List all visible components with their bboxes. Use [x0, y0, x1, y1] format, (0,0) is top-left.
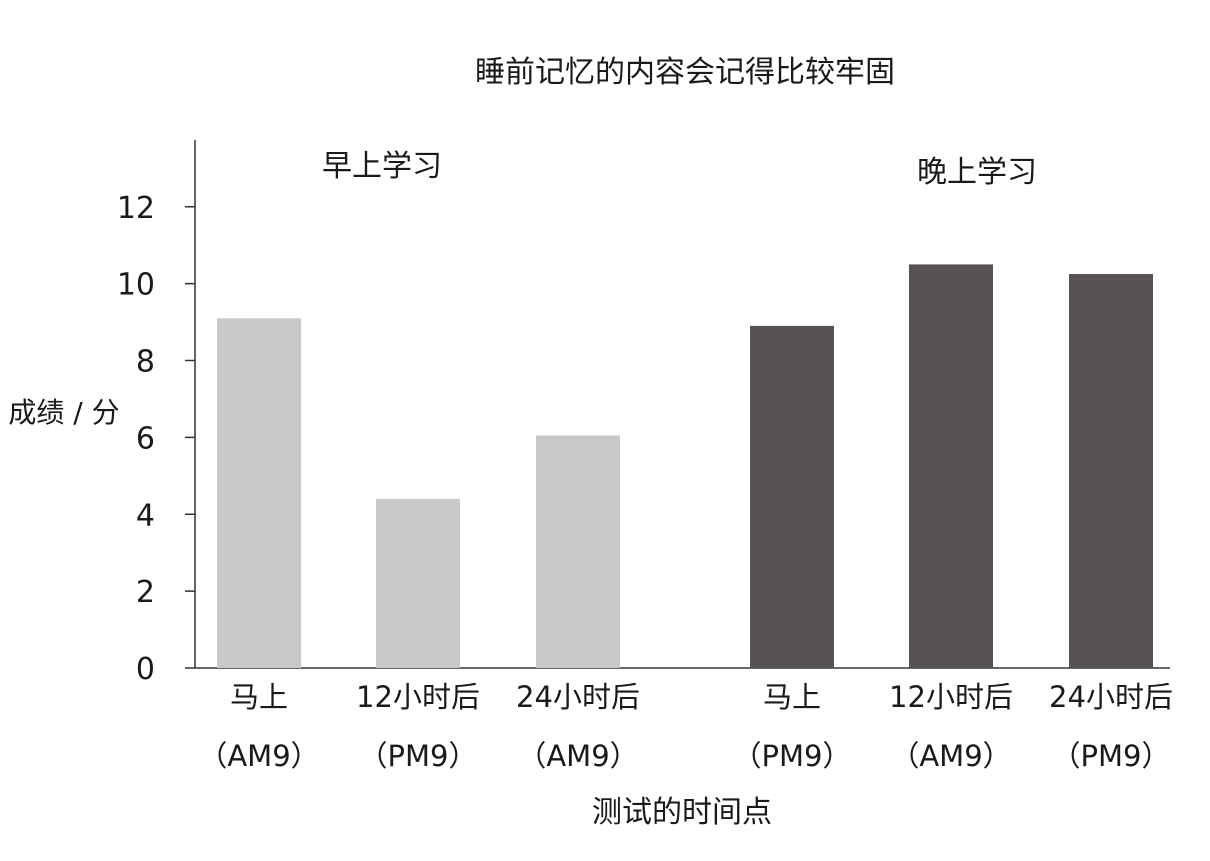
y-tick-label: 10	[117, 268, 155, 303]
x-tick-sublabel: （PM9）	[359, 739, 478, 773]
x-tick-label: 马上	[763, 680, 821, 714]
bar	[1069, 274, 1153, 668]
x-tick-sublabel: （AM9）	[890, 739, 1011, 773]
y-tick-label: 2	[136, 575, 155, 610]
y-tick-label: 12	[117, 191, 155, 226]
x-tick-label: 24小时后	[516, 680, 640, 714]
x-axis-label: 测试的时间点	[592, 795, 772, 830]
x-tick-sublabel: （PM9）	[1052, 739, 1171, 773]
x-tick-label: 马上	[230, 680, 288, 714]
bar	[750, 325, 834, 668]
y-tick-label: 4	[136, 498, 155, 533]
y-tick-label: 6	[136, 421, 155, 456]
bar	[376, 498, 460, 668]
x-tick-sublabel: （PM9）	[733, 739, 852, 773]
group-label-morning: 早上学习	[322, 149, 442, 184]
axes: 0 2 4 6 8 10 12	[117, 140, 1170, 687]
x-tick-label: 12小时后	[356, 680, 480, 714]
bars	[217, 264, 1153, 668]
y-tick-label: 8	[136, 345, 155, 380]
x-tick-sublabel: （AM9）	[198, 739, 319, 773]
chart-title: 睡前记忆的内容会记得比较牢固	[475, 55, 895, 90]
bar	[909, 264, 993, 668]
y-axis-label: 成绩 / 分	[8, 396, 119, 429]
x-tick-label: 12小时后	[889, 680, 1013, 714]
group-label-evening: 晚上学习	[917, 155, 1037, 190]
category-labels: 马上 （AM9） 12小时后 （PM9） 24小时后 （AM9） 马上 （PM9） 12小时后 （…	[198, 680, 1173, 773]
x-tick-label: 24小时后	[1049, 680, 1173, 714]
y-tick-label: 0	[136, 652, 155, 687]
bar	[217, 318, 301, 668]
bar	[536, 435, 620, 668]
x-tick-sublabel: （AM9）	[517, 739, 638, 773]
